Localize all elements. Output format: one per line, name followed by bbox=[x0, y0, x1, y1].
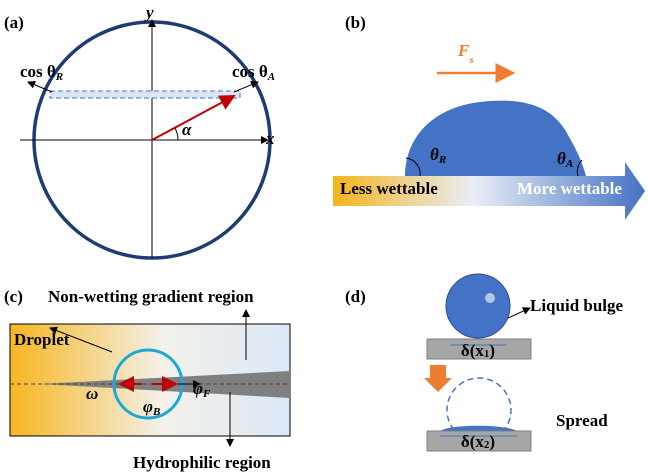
region-title: Non-wetting gradient region bbox=[48, 287, 254, 306]
text: φ bbox=[143, 397, 153, 416]
figure: (a) y x α cos θR cos θA (b) Fs θR θA Les… bbox=[0, 0, 648, 473]
sub: s bbox=[468, 54, 473, 66]
arrow bbox=[234, 82, 258, 92]
axis-label: y bbox=[144, 3, 154, 22]
region-label: Hydrophilic region bbox=[133, 453, 271, 472]
band bbox=[50, 91, 240, 98]
sub: B bbox=[152, 406, 160, 418]
text: ) bbox=[489, 341, 495, 360]
text: F bbox=[457, 41, 470, 60]
bulge bbox=[446, 274, 510, 338]
region-label: More wettable bbox=[517, 179, 622, 198]
panel-d: (d) Liquid bulge δ(x1) δ(x2) Spread bbox=[345, 274, 624, 451]
text: cos θ bbox=[232, 62, 268, 81]
panel-c: (c) Non-wetting gradient region Droplet … bbox=[4, 287, 290, 472]
cos-label: cos θA bbox=[232, 62, 275, 83]
sub: R bbox=[438, 154, 446, 166]
angle-arc bbox=[175, 128, 178, 140]
text: θ bbox=[557, 149, 566, 168]
cos-label: cos θR bbox=[20, 62, 63, 83]
panel-a: (a) y x α cos θR cos θA bbox=[4, 3, 275, 258]
arrow bbox=[508, 308, 530, 318]
bulge-label: Liquid bulge bbox=[530, 296, 624, 315]
delta-label: δ(x1) bbox=[461, 341, 495, 360]
region-label: Less wettable bbox=[340, 179, 438, 198]
panel-label: (c) bbox=[4, 287, 23, 306]
text: cos θ bbox=[20, 62, 56, 81]
step-arrow bbox=[424, 365, 452, 392]
spread-label: Spread bbox=[556, 411, 608, 430]
vector bbox=[152, 96, 234, 140]
sub: A bbox=[267, 71, 275, 83]
ghost-droplet bbox=[447, 378, 511, 430]
angle-label: α bbox=[182, 120, 192, 139]
highlight bbox=[485, 293, 495, 303]
sub: F bbox=[202, 388, 211, 400]
force-label: Fs bbox=[457, 41, 474, 66]
delta-label: δ(x2) bbox=[461, 432, 495, 451]
omega-label: ω bbox=[86, 384, 98, 403]
text: ) bbox=[489, 432, 495, 451]
panel-b: (b) Fs θR θA Less wettable More wettable bbox=[333, 13, 645, 220]
droplet-label: Droplet bbox=[14, 330, 70, 349]
sub: R bbox=[55, 71, 63, 83]
panel-label: (d) bbox=[345, 287, 366, 306]
text: δ(x bbox=[461, 341, 484, 360]
sub: A bbox=[565, 158, 573, 170]
panel-label: (b) bbox=[345, 13, 366, 32]
axis-label: x bbox=[265, 129, 275, 148]
panel-label: (a) bbox=[4, 13, 24, 32]
text: φ bbox=[193, 379, 203, 398]
page: {"panel_a": {"label": "(a)", "y_axis": "… bbox=[0, 0, 648, 473]
text: δ(x bbox=[461, 432, 484, 451]
text: θ bbox=[430, 145, 439, 164]
